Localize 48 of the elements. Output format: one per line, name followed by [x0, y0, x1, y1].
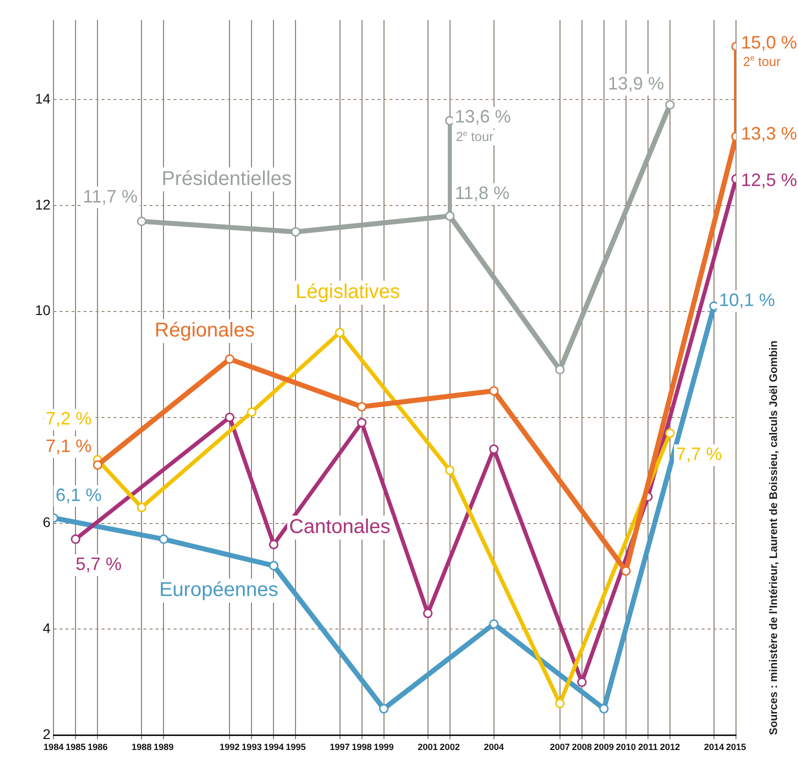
x-tick-label: 1989 — [154, 742, 174, 752]
x-tick-label: 1988 — [132, 742, 152, 752]
x-tick-label: 1998 — [352, 742, 372, 752]
x-tick-label: 2008 — [572, 742, 592, 752]
x-tick-label: 2014 — [704, 742, 724, 752]
x-tick-label: 2011 — [638, 742, 658, 752]
series-label: Cantonales — [289, 516, 390, 538]
x-tick-label: 2001 — [418, 742, 438, 752]
y-tick-label: 12 — [34, 196, 51, 212]
series-label: Européennes — [159, 579, 278, 602]
annotation: 11,7 % — [82, 186, 138, 206]
annotation: 6,1 % — [56, 484, 102, 505]
series-label: Régionales — [154, 320, 255, 342]
x-tick-label: 2009 — [594, 742, 614, 752]
x-tick-label: 1985 — [66, 742, 86, 752]
annotation: 10,1 % — [718, 290, 776, 310]
x-tick-label: 2010 — [616, 742, 636, 752]
annotation: 13,6 % — [454, 106, 511, 127]
series-label: Présidentielles — [162, 168, 292, 190]
x-tick-label: 1995 — [286, 742, 306, 752]
x-tick-label: 1986 — [88, 742, 108, 752]
series-label: Législatives — [296, 281, 400, 304]
annotation: 13,9 % — [608, 74, 664, 94]
y-tick-label: 4 — [42, 620, 51, 636]
x-tick-label: 1984 — [44, 742, 64, 752]
annotation: 5,7 % — [76, 554, 122, 574]
x-tick-label: 1999 — [374, 742, 394, 752]
x-tick-label: 2012 — [660, 742, 680, 752]
annotation: 15,0 % — [741, 32, 798, 52]
y-tick-label: 14 — [34, 90, 51, 106]
y-tick-label: 6 — [42, 514, 51, 530]
annotation: 11,8 % — [454, 182, 510, 203]
x-tick-label: 2004 — [484, 742, 504, 752]
x-tick-label: 1997 — [330, 742, 350, 752]
annotation: 13,3 % — [741, 124, 798, 144]
x-tick-label: 2015 — [726, 742, 746, 752]
source-note: Sources : ministère de l'Intérieur, Laurent de Boissieu, calculs Joël Gombin — [768, 340, 781, 735]
annotation: 12,5 % — [741, 170, 798, 190]
x-tick-label: 1993 — [242, 742, 262, 752]
x-tick-label: 1992 — [220, 742, 240, 752]
x-tick-label: 2007 — [550, 742, 570, 752]
y-tick-label: 2 — [42, 726, 51, 742]
annotation: 7,1 % — [46, 436, 92, 456]
x-tick-label: 2002 — [440, 742, 460, 752]
x-tick-label: 1994 — [264, 742, 284, 752]
y-tick-label: 10 — [34, 302, 51, 318]
annotation: 7,7 % — [676, 444, 722, 464]
annotation: 7,2 % — [46, 408, 92, 429]
